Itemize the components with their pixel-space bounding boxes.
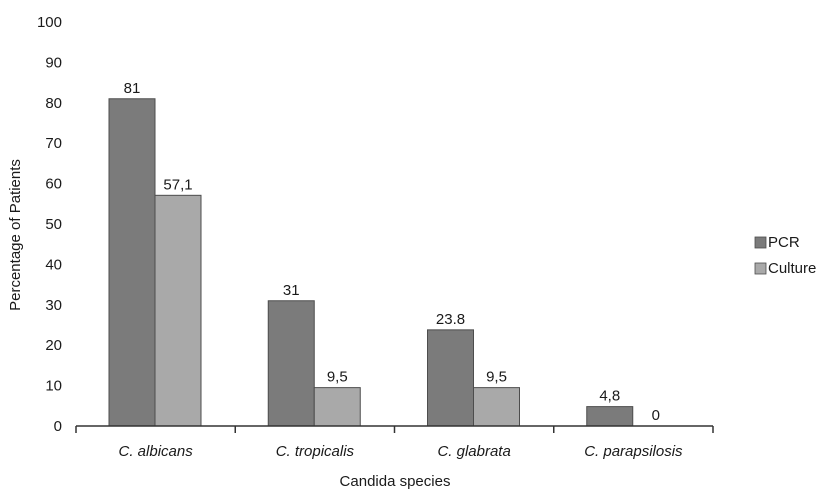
data-label-pcr-3: 23.8	[436, 311, 465, 328]
data-label-culture-1: 57,1	[163, 176, 192, 193]
y-tick-label: 30	[45, 297, 62, 314]
category-label: C. albicans	[119, 443, 194, 460]
y-tick-label: 50	[45, 216, 62, 233]
data-label-culture-2: 9,5	[327, 369, 348, 386]
data-label-pcr-1: 81	[124, 80, 141, 97]
y-tick-label: 60	[45, 176, 62, 193]
y-tick-label: 100	[37, 14, 62, 31]
bar-culture-3	[473, 387, 520, 427]
data-label-culture-4: 0	[652, 407, 660, 424]
legend-label-culture: Culture	[768, 260, 816, 277]
y-tick-label: 40	[45, 256, 62, 273]
category-label: C. parapsilosis	[584, 443, 683, 460]
legend-label-pcr: PCR	[768, 234, 800, 251]
category-label: C. glabrata	[437, 443, 510, 460]
data-label-pcr-4: 4,8	[599, 388, 620, 405]
data-label-pcr-2: 31	[283, 282, 300, 299]
bar-pcr-3	[427, 329, 474, 427]
bar-pcr-2	[267, 300, 315, 427]
legend-swatch-culture	[754, 262, 767, 275]
y-tick-label: 90	[45, 54, 62, 71]
data-label-culture-3: 9,5	[486, 369, 507, 386]
legend-swatch-pcr	[754, 236, 767, 249]
category-label: C. tropicalis	[276, 443, 355, 460]
y-tick-label: 70	[45, 135, 62, 152]
x-axis-label: Candida species	[340, 473, 451, 490]
y-tick-label: 0	[54, 418, 62, 435]
bar-pcr-4	[586, 406, 634, 427]
y-tick-label: 20	[45, 337, 62, 354]
bar-pcr-1	[108, 98, 156, 427]
bar-culture-2	[313, 387, 361, 427]
y-axis-label: Percentage of Patients	[7, 159, 24, 311]
y-tick-label: 10	[45, 378, 62, 395]
y-tick-label: 80	[45, 95, 62, 112]
bar-culture-1	[154, 194, 202, 427]
